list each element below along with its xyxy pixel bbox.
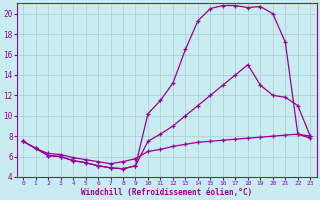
X-axis label: Windchill (Refroidissement éolien,°C): Windchill (Refroidissement éolien,°C) <box>81 188 252 197</box>
